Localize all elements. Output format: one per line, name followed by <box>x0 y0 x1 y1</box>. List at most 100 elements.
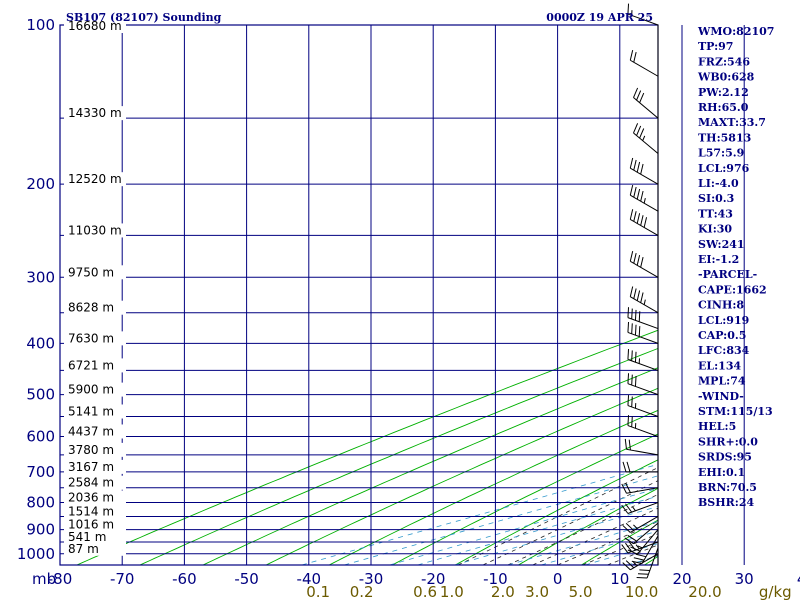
barb-flag <box>628 439 631 451</box>
barb-shaft <box>627 425 659 437</box>
index-item: MPL:74 <box>698 375 746 388</box>
background-lines <box>76 25 800 565</box>
barb-flag <box>636 576 648 579</box>
barb-flag <box>634 324 637 336</box>
index-item: RH:65.0 <box>698 101 749 114</box>
barb-shaft <box>633 132 659 154</box>
barb-flag <box>627 307 630 318</box>
barb-flag <box>636 255 641 266</box>
height-label-bg <box>64 265 126 280</box>
height-label: 4437 m <box>68 424 114 438</box>
mixing-ratio-line <box>541 530 658 565</box>
index-item: EI:-1.2 <box>698 253 739 266</box>
index-item: LI:-4.0 <box>698 177 739 190</box>
index-item: -WIND- <box>698 390 744 403</box>
barb-shaft <box>630 260 659 278</box>
dry-adiabat <box>391 433 658 565</box>
dry-adiabat <box>771 25 800 565</box>
barb-flag <box>633 51 637 63</box>
barb-half-flag <box>637 545 643 549</box>
barb-flag <box>633 557 645 561</box>
barb-flag <box>636 213 641 224</box>
barb-half-flag <box>643 198 646 204</box>
barb-shaft <box>626 448 659 456</box>
barb-flag <box>627 415 630 426</box>
index-item: TP:97 <box>698 40 733 53</box>
grid <box>59 24 745 566</box>
barb-flag <box>630 546 641 552</box>
barb-shaft <box>627 13 659 26</box>
sounding-indices: WMO:82107 TP:97 FRZ:546 WB0:628 PW:2.12 RH:65… <box>697 25 774 509</box>
wind-barbs <box>621 3 659 579</box>
height-label: 1514 m <box>68 504 114 518</box>
barb-flag <box>625 483 631 493</box>
barb-shaft <box>626 487 659 494</box>
plot-frame <box>59 24 659 566</box>
dry-adiabat <box>455 459 658 565</box>
barb-flag <box>631 396 633 407</box>
height-label-bg <box>64 424 126 439</box>
temperature-tick-label: -30 <box>359 570 384 588</box>
barb-flag <box>625 503 633 513</box>
height-label-bg <box>64 223 126 238</box>
height-label-bg <box>64 541 126 556</box>
barb-shaft <box>630 553 659 571</box>
barb-flag <box>634 309 637 321</box>
pressure-unit-label: mb <box>32 570 56 588</box>
height-label: 5900 m <box>68 383 114 397</box>
height-label-bg <box>64 490 126 505</box>
index-item: BSHR:24 <box>698 496 754 509</box>
dry-adiabat <box>139 347 658 565</box>
barb-flag <box>643 217 648 228</box>
barb-flag <box>629 49 634 61</box>
temperature-tick-label: -10 <box>483 570 508 588</box>
index-item: SRDS:95 <box>698 451 752 464</box>
temperature-tick-label: -60 <box>172 570 197 588</box>
temperature-tick-label: 0 <box>553 570 563 588</box>
height-label-bg <box>64 504 126 519</box>
parcel-line <box>765 85 800 554</box>
index-item: PW:2.12 <box>698 86 749 99</box>
index-item: CINH:8 <box>698 299 744 312</box>
temperature-tick-label: -40 <box>297 570 322 588</box>
height-label: 3780 m <box>68 443 114 457</box>
height-label: 1016 m <box>68 518 114 532</box>
barb-flag <box>627 349 630 360</box>
height-label: 7630 m <box>68 331 114 345</box>
barb-flag <box>627 321 630 333</box>
barb-flag <box>627 373 630 384</box>
barb-flag <box>633 159 637 171</box>
barb-flag <box>631 323 633 334</box>
valid-time: 0000Z 19 APR 25 <box>546 11 653 24</box>
height-label-bg <box>64 382 126 397</box>
index-item: FRZ:546 <box>698 55 750 68</box>
height-label: 87 m <box>68 542 99 556</box>
index-item: WB0:628 <box>697 71 755 84</box>
barb-flag <box>635 553 647 558</box>
height-label: 8628 m <box>68 301 114 315</box>
mixing-ratio-tick-label: 0.6 <box>413 583 437 600</box>
height-label: 3167 m <box>68 460 114 474</box>
barb-half-flag <box>642 135 646 141</box>
index-item: LFC:834 <box>698 344 750 357</box>
barb-flag <box>627 534 637 542</box>
index-item: SW:241 <box>698 238 745 251</box>
mixing-ratio-tick-label: g/kg <box>759 583 792 600</box>
barb-flag <box>626 461 631 473</box>
pressure-tick-label: 100 <box>26 16 55 34</box>
barb-shaft <box>627 359 659 371</box>
pressure-tick-label: 500 <box>26 386 55 404</box>
pressure-tick-label: 800 <box>26 494 55 512</box>
mixing-ratio-tick-label: 5.0 <box>569 583 593 600</box>
pressure-tick-label: 400 <box>26 334 55 352</box>
barb-flag <box>638 311 641 322</box>
mixing-ratio-line <box>758 277 800 565</box>
barb-flag <box>636 161 641 173</box>
mixing-ratio-tick-label: 10.0 <box>625 583 658 600</box>
temperature-tick-label: -20 <box>421 570 446 588</box>
mixing-ratio-tick-label: 3.0 <box>525 583 549 600</box>
height-label: 9750 m <box>68 265 114 279</box>
height-label-bg <box>64 19 126 33</box>
barb-flag <box>629 251 634 262</box>
barb-flag <box>621 483 627 494</box>
